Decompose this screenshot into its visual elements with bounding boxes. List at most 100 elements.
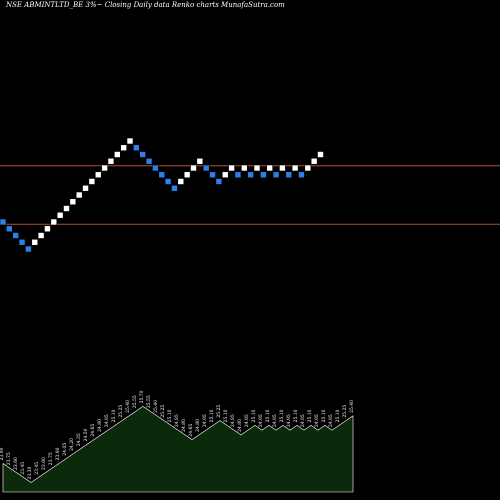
lower-value-label-8: 23.90 xyxy=(55,447,61,460)
brick-11 xyxy=(69,198,77,206)
lower-value-label-36: 25.10 xyxy=(251,409,257,422)
lower-value-label-29: 24.95 xyxy=(202,414,208,427)
brick-3 xyxy=(18,238,26,246)
lower-area xyxy=(2,405,354,493)
brick-44 xyxy=(279,164,286,172)
brick-43 xyxy=(272,171,280,179)
brick-32 xyxy=(202,164,210,172)
lower-value-label-25: 24.95 xyxy=(174,414,180,427)
brick-24 xyxy=(152,164,159,172)
lower-value-label-49: 25.25 xyxy=(342,405,348,418)
brick-0 xyxy=(0,218,7,226)
brick-28 xyxy=(177,178,185,185)
brick-39 xyxy=(247,171,254,179)
lower-value-label-32: 25.10 xyxy=(223,409,229,422)
brick-5 xyxy=(31,238,39,246)
lower-value-label-5: 23.45 xyxy=(34,462,40,475)
brick-8 xyxy=(50,218,58,226)
brick-13 xyxy=(82,184,89,192)
brick-12 xyxy=(75,191,83,199)
brick-37 xyxy=(234,171,242,179)
brick-6 xyxy=(37,232,45,239)
lower-value-label-35: 24.95 xyxy=(244,414,250,427)
brick-46 xyxy=(291,164,299,172)
lower-value-label-13: 24.65 xyxy=(90,424,96,437)
brick-2 xyxy=(12,232,19,239)
lower-value-label-42: 25.10 xyxy=(293,409,299,422)
lower-value-label-15: 24.95 xyxy=(104,414,110,427)
brick-27 xyxy=(171,184,178,192)
lower-value-label-19: 25.55 xyxy=(132,395,138,408)
lower-value-label-14: 24.80 xyxy=(97,419,103,432)
lower-value-label-44: 25.10 xyxy=(307,409,313,422)
lower-value-label-41: 24.95 xyxy=(286,414,292,427)
lower-value-label-50: 25.40 xyxy=(349,400,355,413)
brick-18 xyxy=(114,151,121,158)
lower-value-label-48: 25.10 xyxy=(335,409,341,422)
lower-value-label-30: 25.10 xyxy=(209,409,215,422)
lower-value-label-12: 24.50 xyxy=(83,428,89,441)
lower-value-label-38: 25.10 xyxy=(265,409,271,422)
lower-value-label-34: 24.80 xyxy=(237,419,243,432)
brick-50 xyxy=(317,151,324,158)
brick-10 xyxy=(63,205,70,212)
brick-35 xyxy=(221,171,229,179)
lower-value-label-21: 25.55 xyxy=(146,395,152,408)
brick-7 xyxy=(44,225,51,233)
brick-26 xyxy=(164,178,172,185)
brick-19 xyxy=(120,144,127,152)
brick-14 xyxy=(88,178,96,185)
brick-38 xyxy=(241,164,248,172)
brick-15 xyxy=(94,171,102,179)
brick-25 xyxy=(158,171,166,179)
lower-value-label-31: 25.25 xyxy=(216,405,222,418)
brick-4 xyxy=(25,245,32,253)
brick-23 xyxy=(145,157,153,165)
lower-value-label-7: 23.75 xyxy=(48,452,54,465)
lower-value-label-20: 25.70 xyxy=(139,390,145,403)
brick-31 xyxy=(196,157,204,165)
lower-value-label-26: 24.80 xyxy=(181,419,187,432)
lower-value-label-6: 23.60 xyxy=(41,457,47,470)
renko-bricks xyxy=(0,137,324,253)
lower-value-label-0: 23.90 xyxy=(0,447,5,460)
lower-value-label-28: 24.80 xyxy=(195,419,201,432)
brick-1 xyxy=(6,225,13,233)
brick-34 xyxy=(215,178,223,185)
brick-45 xyxy=(285,171,293,179)
brick-29 xyxy=(183,171,191,179)
lower-value-label-47: 24.95 xyxy=(328,414,334,427)
lower-value-label-33: 24.95 xyxy=(230,414,236,427)
brick-40 xyxy=(253,164,261,172)
lower-value-label-43: 24.95 xyxy=(300,414,306,427)
chart-title: NSE ABMINTLTD_BE 3%~ Closing Daily data … xyxy=(5,1,285,9)
lower-value-label-22: 25.40 xyxy=(153,400,159,413)
brick-16 xyxy=(101,164,108,172)
lower-value-label-39: 24.95 xyxy=(272,414,278,427)
brick-17 xyxy=(107,157,115,165)
brick-47 xyxy=(298,171,305,179)
lower-value-label-17: 25.25 xyxy=(118,405,124,418)
brick-33 xyxy=(209,171,216,179)
lower-value-label-18: 25.40 xyxy=(125,400,131,413)
brick-9 xyxy=(56,211,64,219)
lower-value-label-27: 24.65 xyxy=(188,424,194,437)
brick-36 xyxy=(228,164,235,172)
lower-value-label-1: 23.75 xyxy=(6,452,12,465)
lower-value-label-37: 24.95 xyxy=(258,414,264,427)
brick-21 xyxy=(133,144,140,152)
lower-value-label-3: 23.45 xyxy=(20,462,26,475)
brick-30 xyxy=(190,164,197,172)
lower-value-label-46: 25.10 xyxy=(321,409,327,422)
brick-49 xyxy=(310,157,318,165)
brick-42 xyxy=(266,164,274,172)
brick-48 xyxy=(304,164,312,172)
brick-22 xyxy=(139,151,146,158)
brick-41 xyxy=(260,171,267,179)
lower-panel: 23.90 23.75 23.60 23.45 23.30 23.45 23.60 23.75… xyxy=(0,390,355,493)
lower-value-label-2: 23.60 xyxy=(13,457,19,470)
lower-value-label-9: 24.05 xyxy=(62,443,68,456)
lower-value-label-23: 25.25 xyxy=(160,405,166,418)
